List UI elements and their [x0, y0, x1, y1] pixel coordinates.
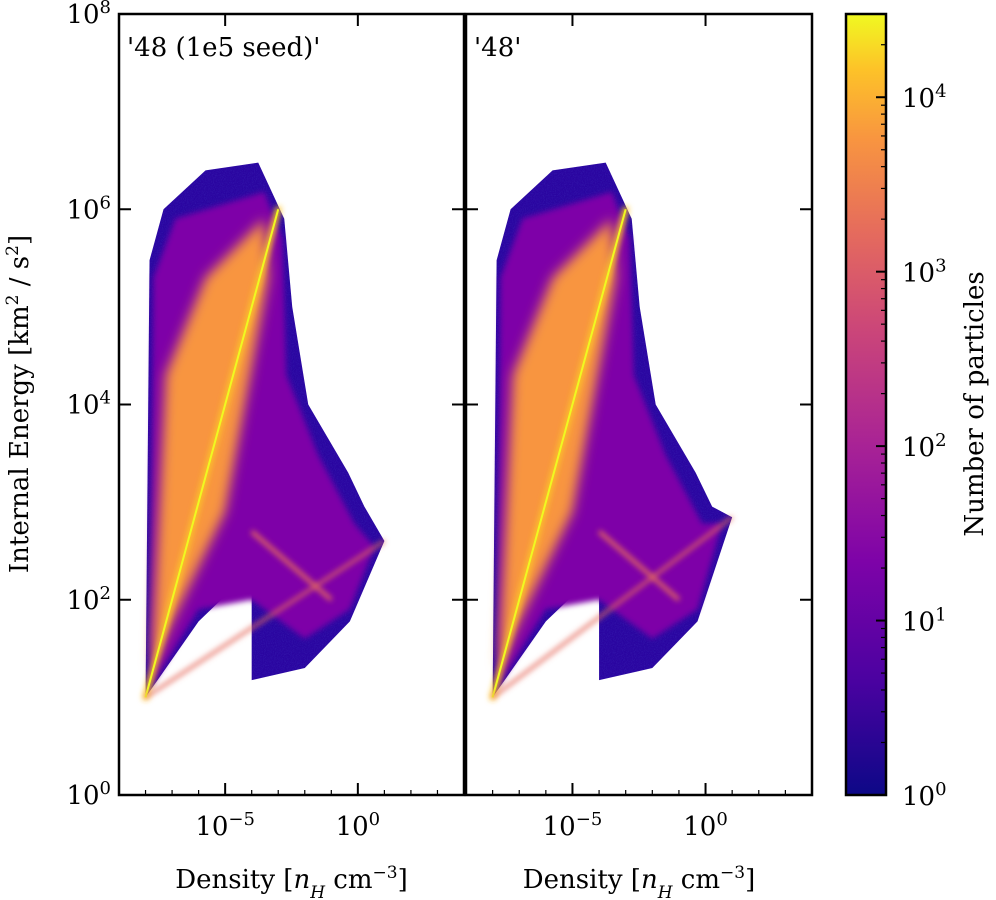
- x-tick-label: 100: [336, 809, 381, 843]
- colorbar-tick-label: 101: [902, 604, 947, 638]
- colorbar-tick-label: 100: [902, 779, 947, 813]
- panel-1: '48 (1e5 seed)' 10−5 100 Density [nH cm−3] 1…: [66, 0, 466, 900]
- x-tick-label: 10−5: [543, 809, 603, 843]
- panel-title: '48 (1e5 seed)': [127, 33, 320, 63]
- x-tick-label: 100: [683, 809, 728, 843]
- panel-2: '48' 10−5 100 Density [nH cm−3]: [464, 12, 814, 900]
- colorbar-tick-label: 102: [902, 430, 947, 464]
- y-tick-label: 100: [66, 778, 111, 812]
- density-core: [151, 218, 269, 668]
- lower-boundary: [144, 539, 386, 699]
- y-axis-label: Internal Energy [km2 / s2]: [3, 235, 35, 573]
- cooling-track: [597, 529, 681, 602]
- colorbar-gradient: [844, 12, 888, 797]
- panel-title: '48': [474, 33, 521, 63]
- x-axis-label: Density [nH cm−3]: [175, 863, 407, 900]
- x-axis-label: Density [nH cm−3]: [523, 863, 755, 900]
- lower-boundary: [491, 516, 734, 699]
- density-core: [498, 218, 616, 668]
- heatmap: [142, 162, 386, 701]
- cooling-track: [250, 529, 333, 602]
- y-tick-label: 106: [66, 192, 111, 226]
- colorbar-tick-label: 104: [902, 81, 947, 115]
- y-tick-label: 108: [66, 0, 111, 30]
- x-tick-label: 10−5: [195, 809, 255, 843]
- y-tick-label: 104: [66, 387, 111, 421]
- adiabatic-ridge-core: [144, 208, 280, 698]
- adiabatic-ridge-core: [491, 208, 627, 698]
- heatmap: [489, 162, 734, 701]
- colorbar-tick-label: 103: [902, 255, 947, 289]
- y-tick-label: 102: [66, 582, 111, 616]
- colorbar-label: Number of particles: [960, 271, 990, 536]
- colorbar: 100 101 102 103 104 Number of particles: [844, 12, 990, 813]
